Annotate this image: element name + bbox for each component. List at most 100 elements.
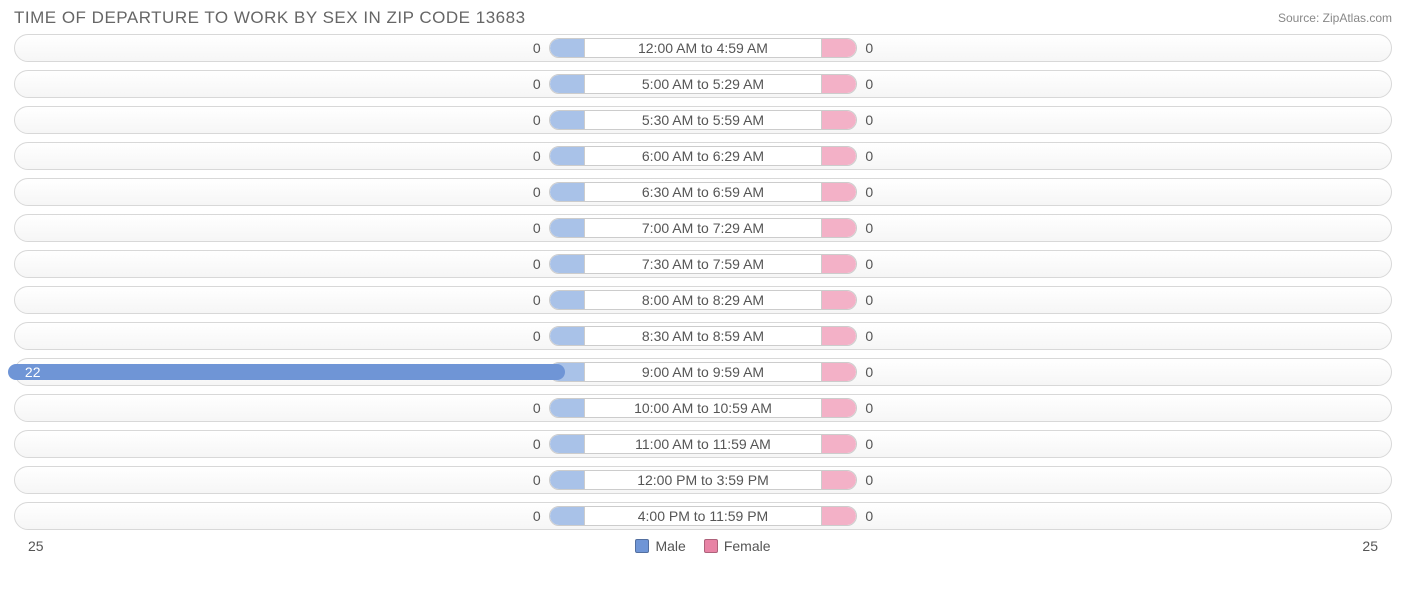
row-center-pill: 6:30 AM to 6:59 AM <box>549 182 857 202</box>
male-value: 0 <box>533 256 541 272</box>
row-label: 5:00 AM to 5:29 AM <box>585 76 820 92</box>
row-center-pill: 6:00 AM to 6:29 AM <box>549 146 857 166</box>
chart-row: 8:30 AM to 8:59 AM 0 0 <box>14 322 1392 350</box>
chart-row: 8:00 AM to 8:29 AM 0 0 <box>14 286 1392 314</box>
chart-row: 5:00 AM to 5:29 AM 0 0 <box>14 70 1392 98</box>
row-label: 8:00 AM to 8:29 AM <box>585 292 820 308</box>
chart-row: 4:00 PM to 11:59 PM 0 0 <box>14 502 1392 530</box>
row-center-pill: 8:30 AM to 8:59 AM <box>549 326 857 346</box>
male-stub <box>550 255 586 273</box>
row-center-pill: 5:30 AM to 5:59 AM <box>549 110 857 130</box>
row-center-pill: 7:00 AM to 7:29 AM <box>549 218 857 238</box>
female-stub <box>821 435 857 453</box>
female-stub <box>821 219 857 237</box>
male-stub <box>550 291 586 309</box>
legend-female-swatch <box>704 539 718 553</box>
female-stub <box>821 111 857 129</box>
female-stub <box>821 399 857 417</box>
female-stub <box>821 327 857 345</box>
female-value: 0 <box>865 436 873 452</box>
male-value: 0 <box>533 508 541 524</box>
chart-source: Source: ZipAtlas.com <box>1278 11 1392 25</box>
row-label: 8:30 AM to 8:59 AM <box>585 328 820 344</box>
chart-row: 12:00 AM to 4:59 AM 0 0 <box>14 34 1392 62</box>
row-label: 4:00 PM to 11:59 PM <box>585 508 820 524</box>
female-stub <box>821 39 857 57</box>
chart-row: 12:00 PM to 3:59 PM00 <box>14 466 1392 494</box>
female-stub <box>821 507 857 525</box>
female-value: 0 <box>865 184 873 200</box>
chart-row: 9:00 AM to 9:59 AM 22 0 <box>14 358 1392 386</box>
chart-row: 6:30 AM to 6:59 AM00 <box>14 178 1392 206</box>
female-value: 0 <box>865 256 873 272</box>
chart-row: 7:30 AM to 7:59 AM 0 0 <box>14 250 1392 278</box>
male-value: 0 <box>533 40 541 56</box>
female-value: 0 <box>865 292 873 308</box>
female-value: 0 <box>865 328 873 344</box>
legend-male: Male <box>635 538 685 554</box>
female-value: 0 <box>865 76 873 92</box>
female-stub <box>821 291 857 309</box>
male-value: 0 <box>533 400 541 416</box>
row-label: 5:30 AM to 5:59 AM <box>585 112 820 128</box>
row-label: 6:30 AM to 6:59 AM <box>585 184 820 200</box>
female-stub <box>821 363 857 381</box>
female-value: 0 <box>865 508 873 524</box>
row-center-pill: 12:00 AM to 4:59 AM <box>549 38 857 58</box>
row-label: 7:30 AM to 7:59 AM <box>585 256 820 272</box>
female-stub <box>821 75 857 93</box>
male-stub <box>550 471 586 489</box>
legend-male-label: Male <box>655 538 685 554</box>
chart-header: TIME OF DEPARTURE TO WORK BY SEX IN ZIP … <box>0 0 1406 32</box>
female-stub <box>821 471 857 489</box>
chart-row: 5:30 AM to 5:59 AM 0 0 <box>14 106 1392 134</box>
male-stub <box>550 327 586 345</box>
male-value: 0 <box>533 76 541 92</box>
chart-row: 7:00 AM to 7:29 AM 0 0 <box>14 214 1392 242</box>
male-value: 0 <box>533 148 541 164</box>
row-center-pill: 9:00 AM to 9:59 AM <box>549 362 857 382</box>
chart-area: 12:00 AM to 4:59 AM 0 0 5:00 AM to 5:29 AM 0… <box>0 32 1406 530</box>
row-center-pill: 7:30 AM to 7:59 AM <box>549 254 857 274</box>
male-stub <box>550 507 586 525</box>
male-stub <box>550 111 586 129</box>
row-center-pill: 12:00 PM to 3:59 PM <box>549 470 857 490</box>
male-value: 0 <box>533 220 541 236</box>
legend: Male Female <box>635 538 770 554</box>
male-value: 22 <box>25 364 41 380</box>
female-stub <box>821 255 857 273</box>
chart-row: 11:00 AM to 11:59 AM00 <box>14 430 1392 458</box>
row-label: 9:00 AM to 9:59 AM <box>585 364 820 380</box>
row-label: 7:00 AM to 7:29 AM <box>585 220 820 236</box>
female-stub <box>821 147 857 165</box>
male-stub <box>550 183 586 201</box>
male-value: 0 <box>533 112 541 128</box>
row-label: 10:00 AM to 10:59 AM <box>585 400 820 416</box>
chart-row: 10:00 AM to 10:59 AM 0 0 <box>14 394 1392 422</box>
female-value: 0 <box>865 40 873 56</box>
row-label: 12:00 PM to 3:59 PM <box>585 472 820 488</box>
chart-row: 6:00 AM to 6:29 AM 0 0 <box>14 142 1392 170</box>
male-stub <box>550 435 586 453</box>
legend-male-swatch <box>635 539 649 553</box>
row-center-pill: 4:00 PM to 11:59 PM <box>549 506 857 526</box>
female-value: 0 <box>865 400 873 416</box>
axis-right-max: 25 <box>1362 538 1378 554</box>
chart-title: TIME OF DEPARTURE TO WORK BY SEX IN ZIP … <box>14 8 526 28</box>
female-value: 0 <box>865 112 873 128</box>
female-value: 0 <box>865 364 873 380</box>
row-label: 11:00 AM to 11:59 AM <box>585 436 820 452</box>
male-stub <box>550 147 586 165</box>
row-label: 12:00 AM to 4:59 AM <box>585 40 820 56</box>
male-bar <box>8 364 565 380</box>
male-value: 0 <box>533 292 541 308</box>
row-label: 6:00 AM to 6:29 AM <box>585 148 820 164</box>
female-value: 0 <box>865 220 873 236</box>
legend-female-label: Female <box>724 538 771 554</box>
row-center-pill: 5:00 AM to 5:29 AM <box>549 74 857 94</box>
male-stub <box>550 39 586 57</box>
female-stub <box>821 183 857 201</box>
male-value: 0 <box>533 328 541 344</box>
legend-female: Female <box>704 538 771 554</box>
female-value: 0 <box>865 148 873 164</box>
